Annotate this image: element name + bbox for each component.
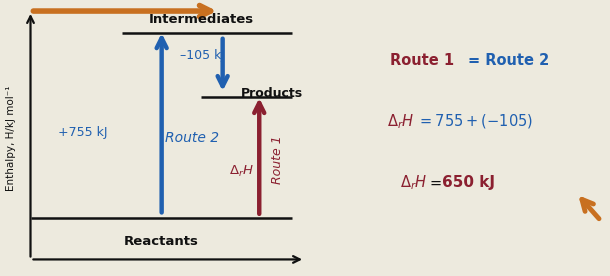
Text: –105 kJ: –105 kJ (180, 49, 225, 62)
Text: Intermediates: Intermediates (149, 13, 254, 26)
Text: Route 1: Route 1 (390, 53, 454, 68)
Text: Enthalpy, H/kJ mol⁻¹: Enthalpy, H/kJ mol⁻¹ (6, 85, 16, 191)
Text: $\Delta_r H$: $\Delta_r H$ (229, 164, 254, 179)
Text: Reactants: Reactants (124, 235, 199, 248)
Text: $\Delta_r H$: $\Delta_r H$ (387, 112, 415, 131)
Text: $=$: $=$ (427, 175, 442, 190)
Text: $= 755 + (-105)$: $= 755 + (-105)$ (417, 112, 533, 131)
Text: 650 kJ: 650 kJ (442, 175, 495, 190)
Text: $\Delta_r H$: $\Delta_r H$ (400, 173, 427, 192)
Text: Products: Products (241, 87, 303, 100)
Text: +755 kJ: +755 kJ (58, 126, 107, 139)
Text: Route 1: Route 1 (271, 136, 284, 184)
Text: = Route 2: = Route 2 (468, 53, 550, 68)
Text: Route 2: Route 2 (165, 131, 219, 145)
